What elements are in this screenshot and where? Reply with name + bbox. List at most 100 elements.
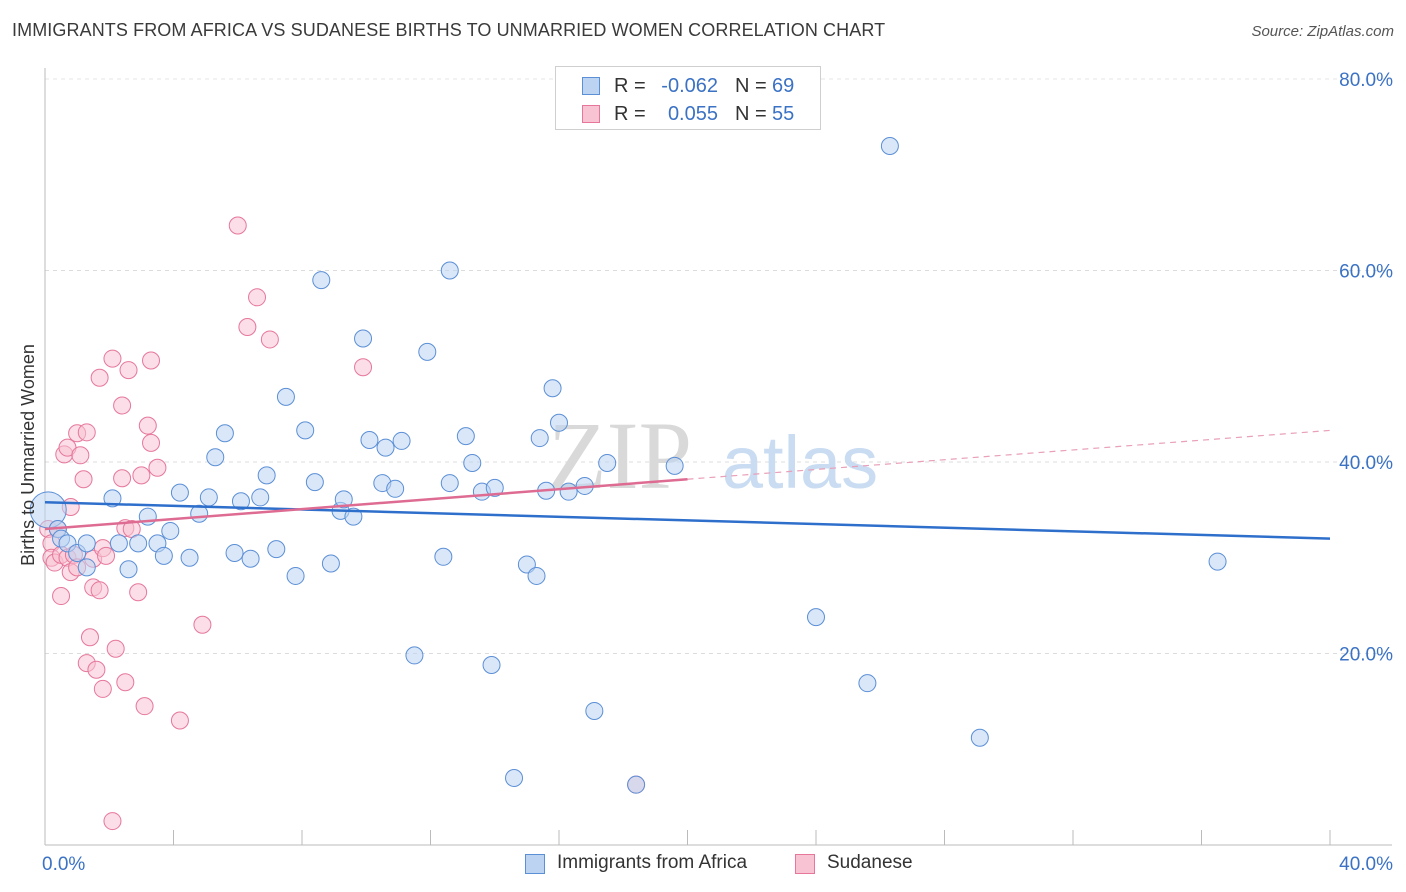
sudanese-point — [193, 615, 212, 634]
africa-point — [505, 768, 524, 787]
sudanese-swatch — [795, 854, 815, 874]
africa-point — [276, 387, 295, 406]
sudanese-trend-extension — [687, 429, 1331, 480]
n-value: 69 — [772, 75, 795, 97]
africa-point — [880, 137, 899, 156]
africa-point — [456, 427, 475, 446]
watermark-atlas: atlas — [722, 421, 878, 504]
africa-point — [251, 488, 270, 507]
x-tick-label: 0.0% — [42, 854, 85, 875]
africa-point — [970, 728, 989, 747]
africa-point — [485, 478, 504, 497]
sudanese-point — [52, 587, 71, 606]
sudanese-point — [354, 358, 373, 377]
africa-point — [360, 430, 379, 449]
sudanese-point — [71, 446, 90, 465]
x-tick-label: 40.0% — [1339, 854, 1393, 875]
africa-point — [103, 489, 122, 508]
africa-point — [665, 456, 684, 475]
africa-point — [170, 483, 189, 502]
africa-point — [334, 490, 353, 509]
africa-point — [530, 429, 549, 448]
africa-point — [129, 534, 148, 553]
africa-point — [77, 558, 96, 577]
correlation-legend: R = -0.062 N = 69 R = 0.055 N = 55 — [555, 66, 821, 130]
africa-point — [154, 546, 173, 565]
africa-point — [517, 555, 536, 574]
y-tick-label: 20.0% — [1339, 645, 1393, 666]
africa-point — [206, 448, 225, 467]
r-label: R = — [614, 75, 646, 97]
sudanese-point — [260, 330, 279, 349]
africa-point — [180, 548, 199, 567]
africa-point — [354, 329, 373, 348]
r-label: R = — [614, 103, 646, 125]
sudanese-point — [97, 546, 116, 565]
sudanese-point — [135, 697, 154, 716]
africa-point — [77, 534, 96, 553]
africa-point — [598, 453, 617, 472]
africa-point — [559, 482, 578, 501]
africa-point — [257, 466, 276, 485]
sudanese-point — [129, 583, 148, 602]
sudanese-point — [90, 368, 109, 387]
africa-point — [267, 540, 286, 559]
africa-point — [225, 543, 244, 562]
africa-point — [527, 566, 546, 585]
sudanese-point — [103, 349, 122, 368]
legend-row-sudanese: R = 0.055 N = 55 — [556, 101, 820, 129]
sudanese-point — [228, 216, 247, 235]
africa-point — [241, 549, 260, 568]
africa-point — [296, 421, 315, 440]
sudanese-point — [103, 812, 122, 831]
sudanese-point — [138, 416, 157, 435]
sudanese-point — [142, 351, 161, 370]
legend-label-sudanese: Sudanese — [827, 852, 913, 873]
sudanese-swatch — [582, 105, 600, 123]
africa-point — [858, 674, 877, 693]
africa-point — [418, 342, 437, 361]
n-value: 55 — [772, 103, 795, 125]
africa-point — [305, 473, 324, 492]
sudanese-point — [119, 361, 138, 380]
sudanese-point — [142, 433, 161, 452]
sudanese-point — [80, 628, 99, 647]
africa-swatch — [582, 77, 600, 95]
y-axis-label: Births to Unmarried Women — [18, 344, 38, 566]
n-label: N = — [735, 103, 767, 125]
africa-point — [392, 431, 411, 450]
axes — [44, 68, 1392, 846]
r-value: 0.055 — [667, 103, 718, 125]
africa-point — [321, 554, 340, 573]
africa-point — [109, 534, 128, 553]
africa-point — [286, 566, 305, 585]
sudanese-point — [116, 673, 135, 692]
africa-point — [585, 701, 604, 720]
r-value: -0.062 — [661, 75, 718, 97]
africa-trend-line — [44, 500, 1331, 540]
africa-point — [161, 521, 180, 540]
sudanese-point — [148, 458, 167, 477]
y-tick-label: 60.0% — [1339, 262, 1393, 283]
source-credit: Source: ZipAtlas.com — [1251, 23, 1394, 40]
africa-point — [440, 474, 459, 493]
sudanese-point — [74, 470, 93, 489]
watermark: ZIP atlas — [548, 402, 878, 509]
africa-point — [119, 560, 138, 579]
sudanese-point — [132, 466, 151, 485]
africa-point — [543, 379, 562, 398]
sudanese-point — [90, 581, 109, 600]
legend-label-africa: Immigrants from Africa — [557, 852, 748, 873]
sudanese-trend-line — [44, 477, 688, 531]
africa-point — [440, 261, 459, 280]
sudanese-point — [93, 679, 112, 698]
sudanese-point — [87, 660, 106, 679]
sudanese-point — [77, 423, 96, 442]
sudanese-point — [106, 639, 125, 658]
africa-point — [376, 438, 395, 457]
africa-point — [312, 271, 331, 290]
africa-point — [482, 655, 501, 674]
trend-lines — [44, 429, 1331, 540]
africa-point — [807, 608, 825, 627]
